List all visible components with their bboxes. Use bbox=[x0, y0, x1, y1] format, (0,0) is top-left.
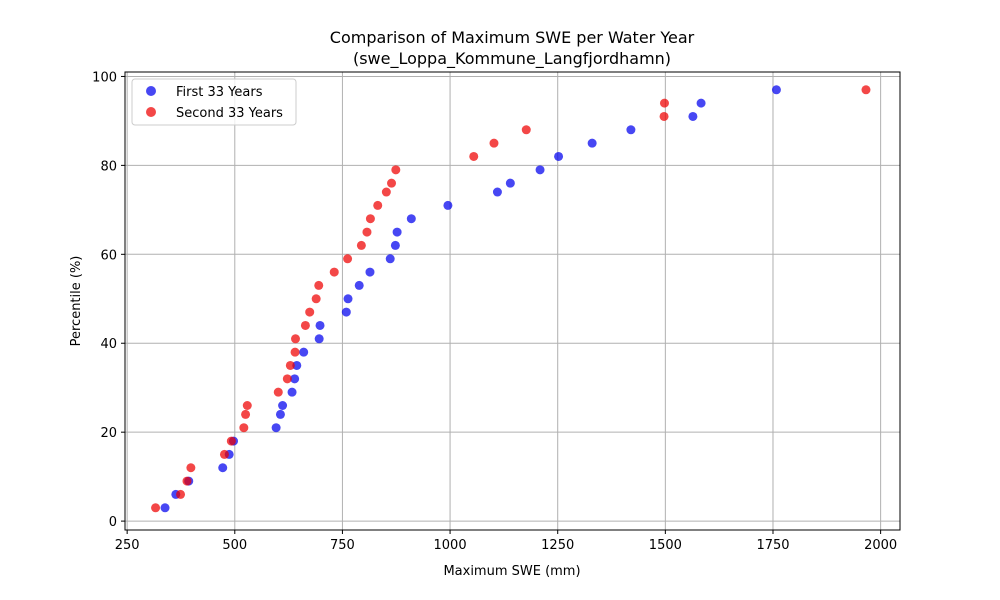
data-point-series-1 bbox=[341, 307, 351, 317]
data-point-series-2 bbox=[282, 374, 292, 384]
data-point-series-1 bbox=[505, 178, 515, 188]
x-tick-label: 1750 bbox=[756, 538, 789, 553]
data-point-series-1 bbox=[275, 409, 285, 419]
data-point-series-2 bbox=[659, 98, 669, 108]
data-point-series-1 bbox=[315, 320, 325, 330]
data-point-series-2 bbox=[182, 476, 192, 486]
x-tick-label: 1250 bbox=[541, 538, 574, 553]
data-points bbox=[151, 85, 871, 513]
data-point-series-2 bbox=[226, 436, 236, 446]
y-tick-label: 20 bbox=[100, 426, 117, 441]
data-point-series-2 bbox=[241, 409, 251, 419]
x-tick-label: 1000 bbox=[434, 538, 467, 553]
data-point-series-2 bbox=[219, 449, 229, 459]
x-tick-label: 750 bbox=[330, 538, 355, 553]
data-point-series-1 bbox=[554, 151, 564, 161]
data-point-series-1 bbox=[343, 294, 353, 304]
data-point-series-1 bbox=[271, 423, 281, 433]
data-point-series-1 bbox=[390, 240, 400, 250]
data-point-series-1 bbox=[392, 227, 402, 237]
data-point-series-2 bbox=[373, 200, 383, 210]
x-tick-label: 250 bbox=[115, 538, 140, 553]
y-tick-label: 60 bbox=[100, 248, 117, 263]
data-point-series-2 bbox=[365, 214, 375, 224]
data-point-series-2 bbox=[290, 347, 300, 357]
data-point-series-2 bbox=[387, 178, 397, 188]
data-point-series-2 bbox=[239, 423, 249, 433]
data-point-series-2 bbox=[329, 267, 339, 277]
legend-marker-second bbox=[146, 107, 156, 117]
data-point-series-1 bbox=[299, 347, 309, 357]
data-point-series-2 bbox=[391, 165, 401, 175]
data-point-series-2 bbox=[314, 280, 324, 290]
data-point-series-1 bbox=[771, 85, 781, 95]
data-point-series-1 bbox=[385, 254, 395, 264]
data-point-series-1 bbox=[626, 125, 636, 135]
data-point-series-2 bbox=[273, 387, 283, 397]
data-point-series-2 bbox=[305, 307, 315, 317]
data-point-series-1 bbox=[406, 214, 416, 224]
data-point-series-2 bbox=[356, 240, 366, 250]
y-tick-label: 40 bbox=[100, 337, 117, 352]
data-point-series-1 bbox=[314, 334, 324, 344]
data-point-series-2 bbox=[343, 254, 353, 264]
y-tick-label: 0 bbox=[109, 515, 117, 530]
y-tick-label: 100 bbox=[92, 70, 117, 85]
data-point-series-2 bbox=[285, 360, 295, 370]
data-point-series-2 bbox=[151, 503, 161, 513]
plot-area bbox=[124, 71, 901, 531]
data-point-series-1 bbox=[160, 503, 170, 513]
data-point-series-1 bbox=[535, 165, 545, 175]
data-point-series-1 bbox=[292, 360, 302, 370]
legend-label-first: First 33 Years bbox=[176, 85, 263, 100]
data-point-series-1 bbox=[587, 138, 597, 148]
data-point-series-1 bbox=[365, 267, 375, 277]
chart-subtitle: (swe_Loppa_Kommune_Langfjordhamn) bbox=[353, 49, 671, 69]
y-axis-label: Percentile (%) bbox=[69, 256, 84, 347]
chart-title: Comparison of Maximum SWE per Water Year bbox=[330, 28, 695, 47]
legend: First 33 Years Second 33 Years bbox=[131, 78, 297, 126]
legend-label-second: Second 33 Years bbox=[176, 106, 283, 121]
data-point-series-2 bbox=[381, 187, 391, 197]
data-point-series-1 bbox=[278, 400, 288, 410]
data-point-series-1 bbox=[287, 387, 297, 397]
x-tick-label: 1500 bbox=[649, 538, 682, 553]
data-point-series-1 bbox=[290, 374, 300, 384]
data-point-series-2 bbox=[176, 489, 186, 499]
data-point-series-1 bbox=[218, 463, 228, 473]
data-point-series-1 bbox=[354, 280, 364, 290]
data-point-series-2 bbox=[186, 463, 196, 473]
data-point-series-2 bbox=[489, 138, 499, 148]
data-point-series-2 bbox=[861, 85, 871, 95]
data-point-series-1 bbox=[696, 98, 706, 108]
data-point-series-2 bbox=[362, 227, 372, 237]
data-point-series-2 bbox=[242, 400, 252, 410]
data-point-series-1 bbox=[443, 200, 453, 210]
data-point-series-2 bbox=[291, 334, 300, 344]
data-point-series-2 bbox=[469, 151, 479, 161]
data-point-series-2 bbox=[521, 125, 531, 135]
data-point-series-2 bbox=[659, 111, 669, 121]
y-tick-label: 80 bbox=[100, 159, 117, 174]
x-tick-label: 2000 bbox=[864, 538, 897, 553]
data-point-series-1 bbox=[688, 111, 698, 121]
data-point-series-2 bbox=[300, 320, 310, 330]
legend-box bbox=[131, 78, 297, 126]
data-point-series-2 bbox=[311, 294, 321, 304]
axis-ticks: 250 500 750 1000 1250 1500 1750 2000 0 20 40 60 80 10… bbox=[92, 70, 897, 553]
legend-marker-first bbox=[146, 86, 156, 96]
data-point-series-1 bbox=[492, 187, 502, 197]
grid bbox=[125, 72, 900, 530]
x-tick-label: 500 bbox=[222, 538, 247, 553]
x-axis-label: Maximum SWE (mm) bbox=[443, 564, 580, 579]
